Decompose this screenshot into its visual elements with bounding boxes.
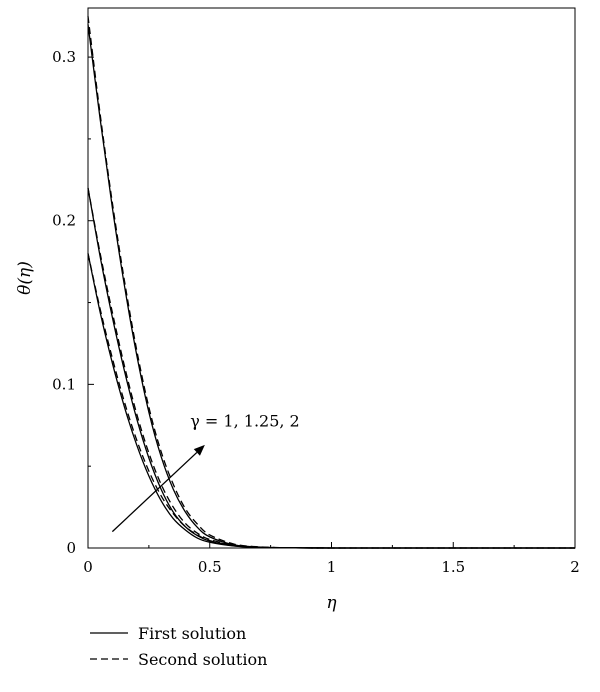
curve-second-solution-gamma-1 [87, 253, 575, 549]
annotation-arrowhead [193, 444, 205, 456]
y-axis-label: θ(η) [15, 261, 35, 295]
y-tick-label: 0.3 [52, 48, 76, 66]
legend: First solution Second solution [90, 624, 267, 669]
curves [87, 16, 575, 549]
x-axis-label: η [326, 593, 337, 613]
x-tick-label: 2 [570, 558, 580, 576]
y-tick-label: 0 [66, 539, 76, 557]
axis-ticks: 0 0.5 1 1.5 2 0 0.1 0.2 0.3 [52, 48, 580, 576]
x-tick-label: 0.5 [198, 558, 222, 576]
curve-first-solution-gamma-2 [87, 24, 575, 549]
curve-second-solution-gamma-2 [87, 16, 575, 549]
x-tick-label: 1.5 [441, 558, 465, 576]
x-tick-label: 0 [83, 558, 93, 576]
plot-frame [87, 7, 576, 549]
legend-first-solution: First solution [138, 624, 246, 643]
x-tick-label: 1 [327, 558, 337, 576]
annotation-arrow [111, 451, 198, 533]
annotation-text: γ = 1, 1.25, 2 [190, 412, 299, 431]
plot-border [87, 7, 576, 549]
curve-second-solution-gamma-1_25 [87, 187, 575, 549]
curve-first-solution-gamma-1_25 [87, 187, 575, 549]
annotation: γ = 1, 1.25, 2 [111, 412, 300, 533]
y-tick-label: 0.1 [52, 375, 76, 393]
curve-first-solution-gamma-1 [87, 253, 575, 549]
legend-second-solution: Second solution [138, 650, 267, 669]
y-tick-label: 0.2 [52, 212, 76, 230]
